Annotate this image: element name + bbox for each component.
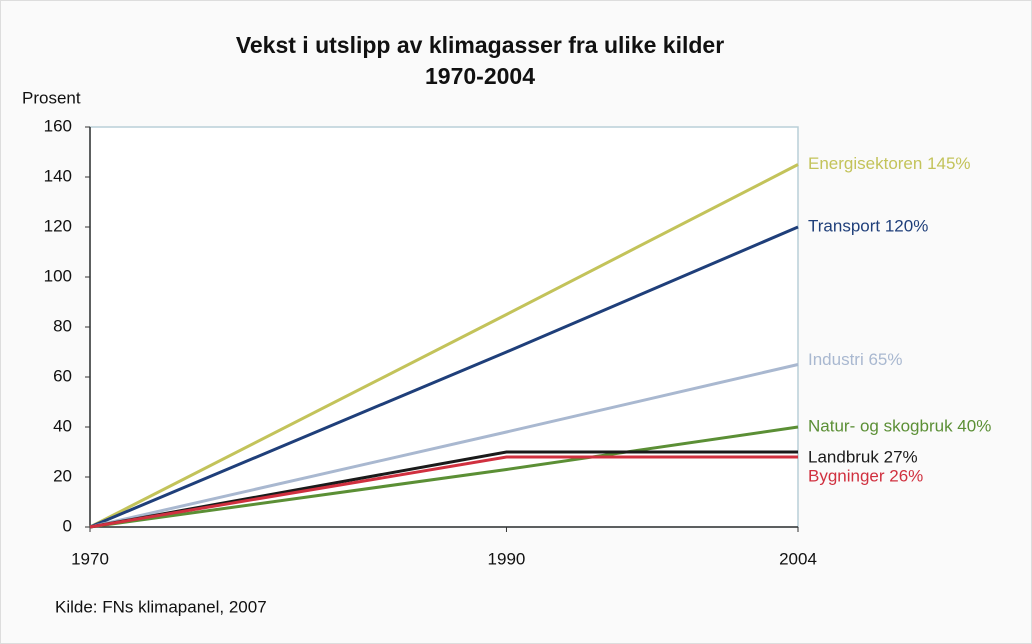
source: Kilde: FNs klimapanel, 2007 [55, 597, 267, 616]
series-label: Bygninger 26% [808, 466, 923, 485]
series-label: Transport 120% [808, 216, 928, 235]
series-line [89, 425, 799, 529]
y-tick-label: 20 [53, 466, 72, 485]
series-line [89, 163, 799, 529]
series-line [89, 450, 798, 529]
y-tick-label: 140 [44, 166, 72, 185]
y-tick-label: 0 [63, 516, 72, 535]
series-label: Energisektoren 145% [808, 154, 971, 173]
plot-frame [89, 126, 799, 528]
y-tick-label: 60 [53, 366, 72, 385]
chart-title: Vekst i utslipp av klimagasser fra ulike… [236, 32, 724, 58]
y-tick-label: 120 [44, 216, 72, 235]
y-tick-label: 40 [53, 416, 72, 435]
chart-subtitle: 1970-2004 [425, 63, 535, 89]
y-axis-label: Prosent [22, 88, 81, 107]
x-tick-label: 2004 [779, 549, 817, 568]
series-label: Industri 65% [808, 350, 903, 369]
series-label: Natur- og skogbruk 40% [808, 416, 991, 435]
y-tick-label: 100 [44, 266, 72, 285]
series-line [89, 225, 799, 529]
y-tick-label: 80 [53, 316, 72, 335]
series-line [89, 363, 799, 529]
x-tick-label: 1970 [71, 549, 109, 568]
series-line [89, 455, 798, 529]
x-tick-label: 1990 [488, 549, 526, 568]
series-label: Landbruk 27% [808, 447, 918, 466]
y-tick-label: 160 [44, 116, 72, 135]
